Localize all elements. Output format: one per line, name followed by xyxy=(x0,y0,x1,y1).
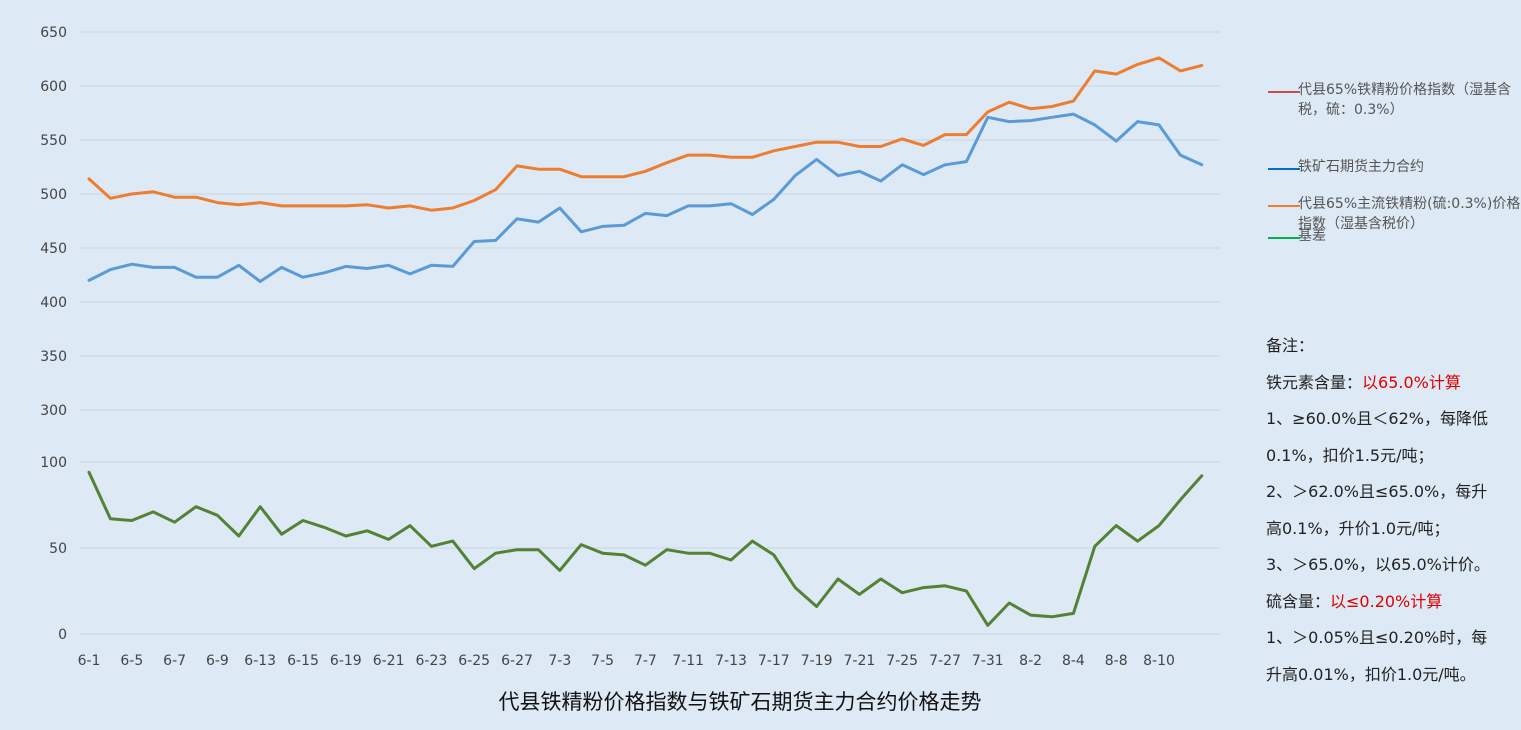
x-tick-label: 6-9 xyxy=(206,653,229,669)
x-tick-label: 7-13 xyxy=(715,653,747,669)
y-tick-label: 550 xyxy=(40,133,67,149)
x-tick-label: 7-11 xyxy=(672,653,704,669)
y-tick-label: 50 xyxy=(49,541,67,557)
series-line xyxy=(87,470,1204,627)
legend-swatch xyxy=(1268,91,1300,93)
legend-item-index-price: 代县65%铁精粉价格指数（湿基含税，硫：0.3%） xyxy=(1264,80,1521,120)
sulfur-content-label: 硫含量： xyxy=(1266,591,1331,611)
x-tick-label: 6-21 xyxy=(373,653,405,669)
series-line xyxy=(87,56,1204,212)
x-tick-label: 7-21 xyxy=(844,653,876,669)
y-tick-label: 0 xyxy=(58,627,67,643)
legend-item-futures: 铁矿石期货主力合约 xyxy=(1264,157,1521,177)
x-tick-label: 8-8 xyxy=(1105,653,1128,669)
iron-content-rule: 以65.0%计算 xyxy=(1362,372,1461,392)
x-tick-label: 6-19 xyxy=(330,653,362,669)
x-tick-label: 7-17 xyxy=(758,653,790,669)
legend-item-basis: 基差 xyxy=(1264,226,1521,246)
sulfur-rule-line: 升高0.01%，扣价1.0元/吨。 xyxy=(1266,664,1476,684)
y-tick-label: 450 xyxy=(40,241,67,257)
y-tick-label: 350 xyxy=(40,349,67,365)
legend-swatch xyxy=(1268,237,1300,239)
y-tick-label: 100 xyxy=(40,455,67,471)
iron-content-line: 铁元素含量：以65.0%计算 xyxy=(1266,365,1516,402)
y-tick-label: 500 xyxy=(40,187,67,203)
legend-item-mainstream-price: 代县65%主流铁精粉(硫:0.3%)价格指数（湿基含税价） xyxy=(1264,194,1521,234)
legend-label: 代县65%铁精粉价格指数（湿基含税，硫：0.3%） xyxy=(1298,82,1512,118)
sulfur-content-line: 硫含量：以≤0.20%计算 xyxy=(1266,584,1516,621)
x-tick-label: 7-19 xyxy=(801,653,833,669)
x-tick-label: 6-7 xyxy=(163,653,186,669)
x-tick-label: 8-2 xyxy=(1019,653,1042,669)
x-tick-label: 8-10 xyxy=(1143,653,1175,669)
series-line xyxy=(87,112,1204,283)
legend-label: 基差 xyxy=(1298,228,1326,244)
x-tick-label: 7-31 xyxy=(972,653,1004,669)
iron-rule-line: 2、＞62.0%且≤65.0%，每升 xyxy=(1266,482,1488,501)
y-tick-label: 300 xyxy=(40,403,67,419)
sulfur-rule-line: 1、＞0.05%且≤0.20%时，每 xyxy=(1266,628,1488,647)
iron-rule-line: 0.1%，扣价1.5元/吨； xyxy=(1266,445,1434,465)
x-tick-label: 6-1 xyxy=(78,653,101,669)
x-tick-label: 6-23 xyxy=(416,653,448,669)
legend-swatch xyxy=(1268,168,1300,170)
x-tick-label: 7-3 xyxy=(548,653,571,669)
x-tick-label: 6-25 xyxy=(458,653,490,669)
notes-title: 备注： xyxy=(1266,336,1315,355)
iron-rule-line: 高0.1%，升价1.0元/吨； xyxy=(1266,518,1450,538)
iron-rule-line: 3、＞65.0%，以65.0%计价。 xyxy=(1266,555,1490,574)
x-tick-label: 6-15 xyxy=(287,653,319,669)
x-tick-label: 6-13 xyxy=(244,653,276,669)
iron-content-label: 铁元素含量： xyxy=(1266,372,1363,392)
legend-label: 代县65%主流铁精粉(硫:0.3%)价格指数（湿基含税价） xyxy=(1298,196,1521,232)
y-tick-label: 650 xyxy=(40,25,67,41)
x-tick-label: 7-7 xyxy=(634,653,657,669)
legend-label: 铁矿石期货主力合约 xyxy=(1298,159,1424,175)
x-tick-label: 8-4 xyxy=(1062,653,1085,669)
x-tick-label: 7-25 xyxy=(886,653,918,669)
notes-panel: 备注： 铁元素含量：以65.0%计算 1、≥60.0%且＜62%，每降低 0.1… xyxy=(1266,328,1516,693)
y-tick-label: 600 xyxy=(40,79,67,95)
y-tick-label: 400 xyxy=(40,295,67,311)
x-tick-label: 7-27 xyxy=(929,653,961,669)
chart-title: 代县铁精粉价格指数与铁矿石期货主力合约价格走势 xyxy=(498,690,982,714)
x-tick-label: 6-27 xyxy=(501,653,533,669)
x-tick-label: 7-5 xyxy=(591,653,614,669)
sulfur-content-rule: 以≤0.20%计算 xyxy=(1330,591,1443,611)
x-tick-label: 6-5 xyxy=(120,653,143,669)
iron-rule-line: 1、≥60.0%且＜62%，每降低 xyxy=(1266,409,1488,428)
legend-swatch xyxy=(1268,205,1300,207)
